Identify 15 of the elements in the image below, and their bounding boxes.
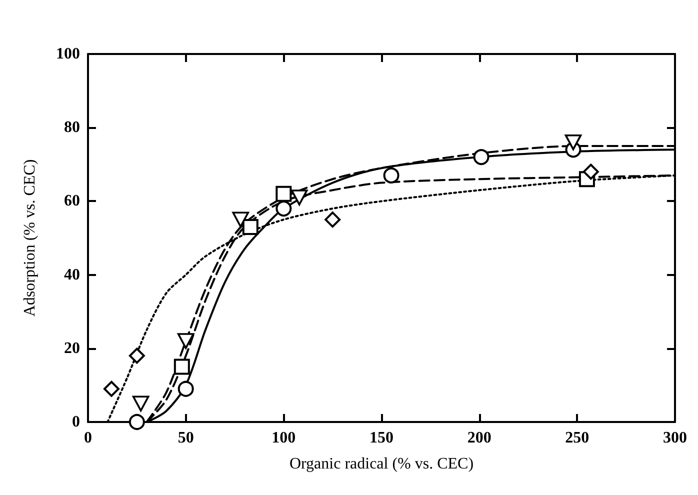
x-tick-label: 150 xyxy=(370,430,394,446)
y-tick-label: 0 xyxy=(72,414,80,430)
x-tick-label: 200 xyxy=(467,430,492,446)
x-tick-label: 300 xyxy=(663,430,687,446)
x-tick-label: 250 xyxy=(565,430,590,446)
y-tick-label: 80 xyxy=(64,119,80,136)
x-tick-label: 100 xyxy=(272,430,296,446)
x-tick-label: 0 xyxy=(84,430,92,446)
y-tick-label: 60 xyxy=(64,192,80,210)
y-tick-label: 100 xyxy=(56,46,80,62)
y-tick-label: 40 xyxy=(64,266,80,284)
y-axis-title: Adsorption (% vs. CEC) xyxy=(22,159,38,317)
y-tick-label: 20 xyxy=(64,340,80,357)
x-axis-title: Organic radical (% vs. CEC) xyxy=(289,456,474,472)
x-tick-label: 50 xyxy=(178,430,194,446)
